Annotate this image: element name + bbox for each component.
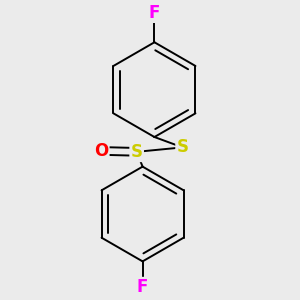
Text: O: O [94, 142, 108, 160]
Text: S: S [131, 143, 143, 161]
Text: S: S [177, 138, 189, 156]
Text: F: F [149, 4, 160, 22]
Text: F: F [137, 278, 148, 296]
